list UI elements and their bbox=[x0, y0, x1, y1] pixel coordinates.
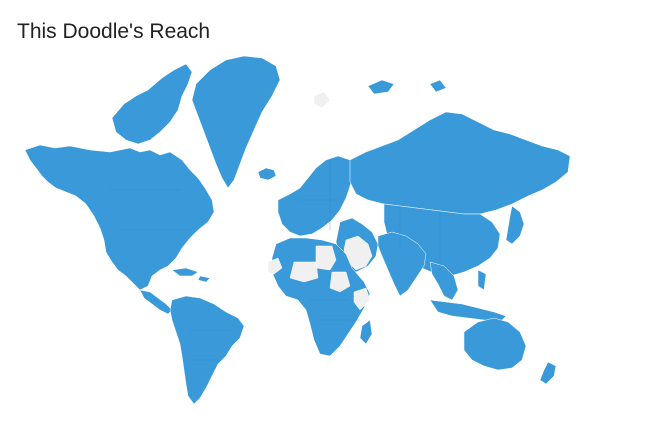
region-south-asia[interactable] bbox=[377, 231, 427, 297]
region-europe[interactable] bbox=[277, 155, 355, 237]
region-greenland[interactable] bbox=[191, 55, 281, 189]
region-madagascar[interactable] bbox=[359, 319, 373, 345]
country-borders bbox=[110, 160, 441, 361]
region-chad-niger[interactable] bbox=[289, 261, 319, 283]
region-canadian-arctic[interactable] bbox=[111, 63, 193, 145]
region-south-america[interactable] bbox=[169, 295, 245, 405]
region-australia[interactable] bbox=[463, 317, 527, 371]
page-title: This Doodle's Reach bbox=[17, 20, 211, 43]
region-somalia[interactable] bbox=[353, 287, 371, 311]
region-indonesia[interactable] bbox=[429, 269, 507, 323]
region-iceland[interactable] bbox=[257, 167, 277, 181]
region-central-america[interactable] bbox=[139, 267, 211, 315]
region-new-zealand[interactable] bbox=[539, 361, 557, 385]
region-russia[interactable] bbox=[349, 79, 571, 215]
region-svalbard[interactable] bbox=[313, 91, 331, 109]
region-north-america[interactable] bbox=[24, 144, 215, 291]
region-western-sahara[interactable] bbox=[267, 257, 283, 275]
region-sudan[interactable] bbox=[329, 271, 351, 293]
region-japan[interactable] bbox=[505, 205, 525, 245]
region-southeast-asia[interactable] bbox=[429, 261, 459, 301]
